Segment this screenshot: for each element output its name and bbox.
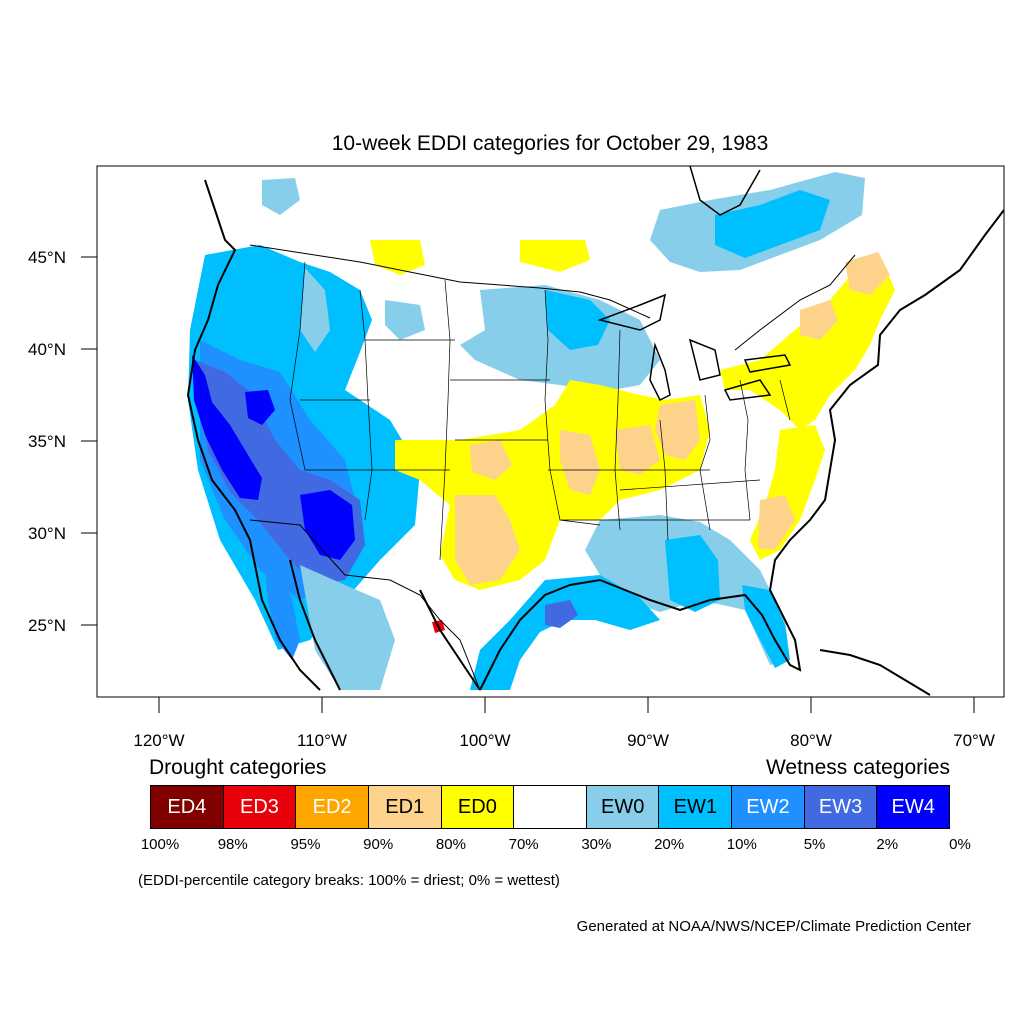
missouri-ed1-region: [560, 430, 600, 495]
category-legend: ED4 ED3 ED2 ED1 ED0 EW0 EW1 EW2 EW3 EW4: [150, 785, 950, 829]
coastline: [186, 179, 1004, 691]
break-label: 80%: [435, 836, 466, 853]
cuba-coast: [819, 649, 931, 696]
boundaries: [186, 166, 1004, 696]
break-label: 70%: [508, 836, 539, 853]
lat-tick-label: 45°N: [28, 248, 66, 267]
latitude-axis: 45°N 40°N 35°N 30°N 25°N: [28, 248, 97, 635]
kansas-ed1-region: [470, 440, 512, 480]
hudson-bay-coast: [689, 166, 761, 216]
minnesota-ew1-region: [545, 290, 610, 350]
lon-tick-label: 90°W: [627, 731, 669, 750]
break-label: 10%: [726, 836, 757, 853]
new-england-ed1-region: [800, 300, 838, 340]
legend-ew3: EW3: [804, 786, 878, 828]
legend-ew4: EW4: [877, 786, 950, 828]
legend-ew1: EW1: [659, 786, 733, 828]
map-title: 10-week EDDI categories for October 29, …: [331, 132, 769, 155]
indiana-ed1-region: [655, 400, 700, 460]
legend-normal: [514, 786, 587, 828]
legend-ew2: EW2: [732, 786, 805, 828]
break-label: 30%: [581, 836, 612, 853]
lon-tick-label: 70°W: [953, 731, 995, 750]
great-lakes: [597, 293, 792, 402]
carolina-ed1-region: [758, 495, 795, 550]
us-mexico-border: [249, 519, 481, 691]
us-canada-border: [249, 244, 856, 351]
break-label: 98%: [217, 836, 248, 853]
alabama-ew1-region: [665, 535, 720, 612]
oklahoma-ed1-region: [455, 495, 520, 585]
break-label: 0%: [949, 836, 971, 853]
category-regions: [188, 172, 895, 690]
category-breaks: 100% 98% 95% 90% 80% 70% 30% 20% 10% 5% 2% 0%: [0, 836, 1024, 856]
lon-tick-label: 100°W: [459, 731, 510, 750]
state-lines: [289, 261, 791, 561]
wetness-categories-heading: Wetness categories: [765, 756, 950, 779]
legend-ew0: EW0: [586, 786, 660, 828]
break-label: 100%: [140, 836, 180, 853]
quebec-ew1-region: [715, 190, 830, 258]
lat-tick-label: 40°N: [28, 340, 66, 359]
lon-tick-label: 110°W: [297, 731, 347, 750]
illinois-ed1-region: [615, 425, 660, 475]
nevada-ew4-region: [245, 390, 275, 425]
break-label: 2%: [876, 836, 899, 853]
lat-tick-label: 25°N: [28, 616, 66, 635]
legend-ed1: ED1: [368, 786, 442, 828]
texas-coast-ew3-region: [545, 600, 578, 628]
maine-ed1-region: [845, 252, 890, 295]
break-label: 95%: [290, 836, 321, 853]
break-label: 90%: [363, 836, 394, 853]
canada-west-wet-region: [262, 178, 300, 215]
lat-tick-label: 35°N: [28, 432, 66, 451]
credit-text: Generated at NOAA/NWS/NCEP/Climate Predi…: [576, 918, 971, 935]
legend-ed2: ED2: [296, 786, 369, 828]
montana-wet-region: [300, 268, 330, 352]
map-frame: [96, 165, 1005, 698]
breaks-note: (EDDI-percentile category breaks: 100% =…: [138, 872, 560, 889]
ontario-ed0-region: [520, 240, 590, 272]
legend-ed3: ED3: [223, 786, 297, 828]
break-label: 5%: [803, 836, 826, 853]
break-label: 20%: [654, 836, 685, 853]
legend-ed0: ED0: [441, 786, 515, 828]
longitude-axis: 120°W 110°W 100°W 90°W 80°W 70°W: [133, 697, 995, 750]
lon-tick-label: 120°W: [133, 731, 184, 750]
baja-wet-region: [262, 540, 300, 660]
legend-ed4: ED4: [151, 786, 224, 828]
gulf-ew1-region: [470, 575, 660, 690]
wyoming-wet-region: [385, 300, 425, 340]
southwest-ew4-region: [192, 355, 262, 500]
eddi-map: 45°N 40°N 35°N 30°N 25°N 120°W 110°W 100°W 90°W…: [28, 165, 1005, 750]
drought-categories-heading: Drought categories: [149, 756, 327, 779]
lat-tick-label: 30°N: [28, 524, 66, 543]
arizona-ew4-region: [300, 490, 355, 560]
lon-tick-label: 80°W: [790, 731, 832, 750]
